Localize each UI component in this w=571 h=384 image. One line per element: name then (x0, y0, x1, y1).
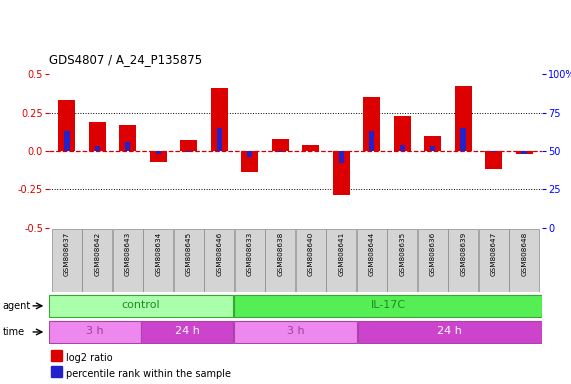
Text: 24 h: 24 h (437, 326, 463, 336)
Bar (394, 116, 411, 151)
Text: GSM808635: GSM808635 (399, 232, 405, 276)
Text: log2 ratio: log2 ratio (66, 353, 113, 363)
Bar (418, 230, 448, 291)
Text: GSM808643: GSM808643 (125, 232, 131, 276)
Bar (58, 100, 75, 151)
Text: GSM808638: GSM808638 (278, 232, 283, 276)
Bar (186, 151, 191, 152)
Bar (82, 230, 112, 291)
Bar (266, 230, 295, 291)
Text: GSM808641: GSM808641 (338, 232, 344, 276)
Text: GSM808639: GSM808639 (460, 232, 466, 276)
Text: GSM808644: GSM808644 (369, 232, 375, 276)
Bar (357, 230, 387, 291)
Bar (448, 230, 478, 291)
Bar (333, 151, 349, 195)
Bar (95, 146, 100, 151)
Bar (369, 131, 375, 151)
Text: agent: agent (3, 301, 31, 311)
Bar (235, 230, 265, 291)
Text: GSM808648: GSM808648 (521, 232, 527, 276)
Text: 24 h: 24 h (175, 326, 200, 336)
Bar (49, 295, 234, 317)
Bar (455, 86, 472, 151)
Bar (387, 230, 417, 291)
Bar (234, 295, 542, 317)
Text: GSM808647: GSM808647 (490, 232, 497, 276)
Text: IL-17C: IL-17C (371, 300, 405, 310)
Bar (491, 151, 496, 152)
Bar (49, 321, 141, 343)
Bar (303, 145, 319, 151)
Bar (156, 151, 161, 154)
Bar (485, 151, 502, 169)
Text: percentile rank within the sample: percentile rank within the sample (66, 369, 231, 379)
Text: control: control (122, 300, 160, 310)
Bar (51, 350, 62, 361)
Text: GSM808642: GSM808642 (94, 232, 100, 276)
Bar (509, 230, 539, 291)
Text: GSM808637: GSM808637 (64, 232, 70, 276)
Text: 3 h: 3 h (287, 326, 304, 336)
Bar (430, 146, 435, 151)
Bar (272, 139, 288, 151)
Bar (142, 321, 234, 343)
Bar (174, 230, 204, 291)
Bar (119, 125, 136, 151)
Bar (51, 366, 62, 377)
Bar (180, 140, 197, 151)
Bar (296, 230, 325, 291)
Bar (339, 151, 344, 163)
Text: GSM808636: GSM808636 (430, 232, 436, 276)
Bar (516, 151, 533, 154)
Bar (478, 230, 509, 291)
Bar (247, 151, 252, 157)
Text: GSM808634: GSM808634 (155, 232, 161, 276)
Bar (64, 131, 70, 151)
Text: GSM808633: GSM808633 (247, 232, 253, 276)
Text: GSM808646: GSM808646 (216, 232, 222, 276)
Bar (125, 142, 131, 151)
Bar (326, 230, 356, 291)
Text: GSM808645: GSM808645 (186, 232, 192, 276)
Bar (424, 136, 441, 151)
Text: 3 h: 3 h (86, 326, 104, 336)
Bar (521, 151, 527, 154)
Text: time: time (3, 327, 25, 337)
Text: GSM808640: GSM808640 (308, 232, 313, 276)
Bar (363, 97, 380, 151)
Bar (113, 230, 143, 291)
Bar (150, 151, 167, 162)
Text: GDS4807 / A_24_P135875: GDS4807 / A_24_P135875 (49, 53, 202, 66)
Bar (234, 321, 357, 343)
Bar (52, 230, 82, 291)
Bar (204, 230, 234, 291)
Bar (400, 145, 405, 151)
Bar (211, 88, 228, 151)
Bar (242, 151, 258, 172)
Bar (278, 151, 283, 152)
Bar (216, 128, 222, 151)
Bar (143, 230, 173, 291)
Bar (460, 128, 466, 151)
Bar (357, 321, 542, 343)
Bar (89, 122, 106, 151)
